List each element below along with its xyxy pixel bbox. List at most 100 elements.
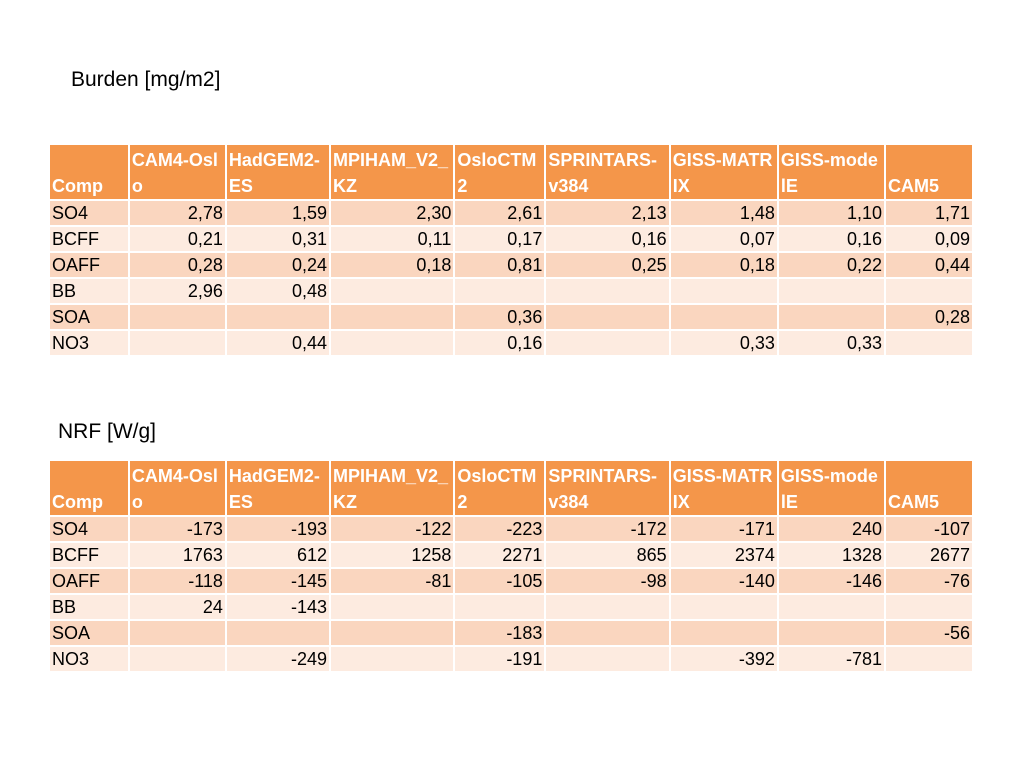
table-cell	[778, 595, 885, 619]
table-cell: 0,33	[778, 331, 885, 355]
column-header-model: MPIHAM_V2_KZ	[331, 145, 454, 199]
table-cell	[546, 331, 669, 355]
table-cell	[886, 279, 972, 303]
table-row: NO3 -249 -191 -392 -781	[50, 647, 972, 671]
table-cell: 0,16	[546, 227, 669, 251]
table-cell: 2,61	[455, 201, 545, 225]
column-header-comp: Comp	[50, 145, 128, 199]
table-cell: 0,16	[455, 331, 545, 355]
table-cell: 2,13	[546, 201, 669, 225]
table-cell	[886, 647, 972, 671]
column-header-model: OsloCTM2	[455, 145, 545, 199]
table-cell: 0,21	[129, 227, 225, 251]
table-cell: 0,28	[129, 253, 225, 277]
table-cell: -122	[331, 517, 454, 541]
table-cell	[546, 305, 669, 329]
table-cell: 0,36	[455, 305, 545, 329]
column-header-model: HadGEM2-ES	[226, 461, 330, 515]
table-cell	[129, 647, 225, 671]
column-header-model: CAM5	[886, 461, 972, 515]
column-header-model: SPRINTARS-v384	[546, 461, 669, 515]
table-cell: 1,71	[886, 201, 972, 225]
table-cell: 0,11	[331, 227, 454, 251]
table-cell: -392	[670, 647, 777, 671]
table-cell: 2,78	[129, 201, 225, 225]
table-cell	[455, 279, 545, 303]
table-row: BCFF 0,21 0,31 0,11 0,17 0,16 0,07 0,16 0,09	[50, 227, 972, 251]
table-cell: 0,31	[226, 227, 330, 251]
table-cell	[226, 305, 330, 329]
row-label: OAFF	[50, 569, 128, 593]
table-cell: 24	[129, 595, 225, 619]
column-header-model: GISS-MATRIX	[670, 461, 777, 515]
row-label: SOA	[50, 305, 128, 329]
table-cell: -172	[546, 517, 669, 541]
table-cell	[886, 331, 972, 355]
table-cell: 1763	[129, 543, 225, 567]
table-cell	[331, 621, 454, 645]
nrf-title: NRF [W/g]	[58, 420, 156, 443]
table-cell	[546, 647, 669, 671]
table-cell: 1,10	[778, 201, 885, 225]
table-cell: 0,16	[778, 227, 885, 251]
table-row: SO4 -173 -193 -122 -223 -172 -171 240 -107	[50, 517, 972, 541]
column-header-model: GISS-modelE	[778, 145, 885, 199]
table-cell: 2374	[670, 543, 777, 567]
row-label: SO4	[50, 517, 128, 541]
row-label: BB	[50, 279, 128, 303]
table-cell: -193	[226, 517, 330, 541]
table-cell: 2,96	[129, 279, 225, 303]
table-cell: -183	[455, 621, 545, 645]
table-cell: -143	[226, 595, 330, 619]
table-cell: 240	[778, 517, 885, 541]
table-cell	[129, 305, 225, 329]
table-row: BCFF 1763 612 1258 2271 865 2374 1328 2677	[50, 543, 972, 567]
table-cell	[670, 305, 777, 329]
column-header-model: HadGEM2-ES	[226, 145, 330, 199]
column-header-model: GISS-modelE	[778, 461, 885, 515]
table-cell: 0,25	[546, 253, 669, 277]
table-cell	[226, 621, 330, 645]
row-label: NO3	[50, 647, 128, 671]
table-cell	[331, 279, 454, 303]
table-cell: 1258	[331, 543, 454, 567]
table-cell	[331, 595, 454, 619]
table-cell	[546, 621, 669, 645]
table-cell: -173	[129, 517, 225, 541]
table-cell	[331, 305, 454, 329]
table-cell: 2677	[886, 543, 972, 567]
table-cell: -56	[886, 621, 972, 645]
table-cell: 1328	[778, 543, 885, 567]
table-cell: -105	[455, 569, 545, 593]
header-row: Comp CAM4-Oslo HadGEM2-ES MPIHAM_V2_KZ OsloC…	[50, 145, 972, 199]
column-header-model: MPIHAM_V2_KZ	[331, 461, 454, 515]
table-row: OAFF -118 -145 -81 -105 -98 -140 -146 -76	[50, 569, 972, 593]
table-cell: -98	[546, 569, 669, 593]
table-cell	[670, 595, 777, 619]
column-header-comp: Comp	[50, 461, 128, 515]
table-cell: 0,22	[778, 253, 885, 277]
table-cell	[331, 647, 454, 671]
table-cell: 1,59	[226, 201, 330, 225]
table-cell: 0,09	[886, 227, 972, 251]
table-cell: 0,48	[226, 279, 330, 303]
burden-table: Comp CAM4-Oslo HadGEM2-ES MPIHAM_V2_KZ OsloC…	[48, 143, 974, 357]
table-cell: 0,07	[670, 227, 777, 251]
column-header-model: SPRINTARS-v384	[546, 145, 669, 199]
row-label: BB	[50, 595, 128, 619]
row-label: NO3	[50, 331, 128, 355]
table-cell: -223	[455, 517, 545, 541]
table-cell	[455, 595, 545, 619]
table-row: SOA -183 -56	[50, 621, 972, 645]
column-header-model: GISS-MATRIX	[670, 145, 777, 199]
table-cell: 865	[546, 543, 669, 567]
table-cell: -171	[670, 517, 777, 541]
table-cell: 0,18	[670, 253, 777, 277]
row-label: SO4	[50, 201, 128, 225]
table-cell	[129, 331, 225, 355]
column-header-model: CAM4-Oslo	[129, 461, 225, 515]
table-cell	[886, 595, 972, 619]
table-row: BB 2,96 0,48	[50, 279, 972, 303]
table-cell	[670, 621, 777, 645]
table-cell: 0,28	[886, 305, 972, 329]
